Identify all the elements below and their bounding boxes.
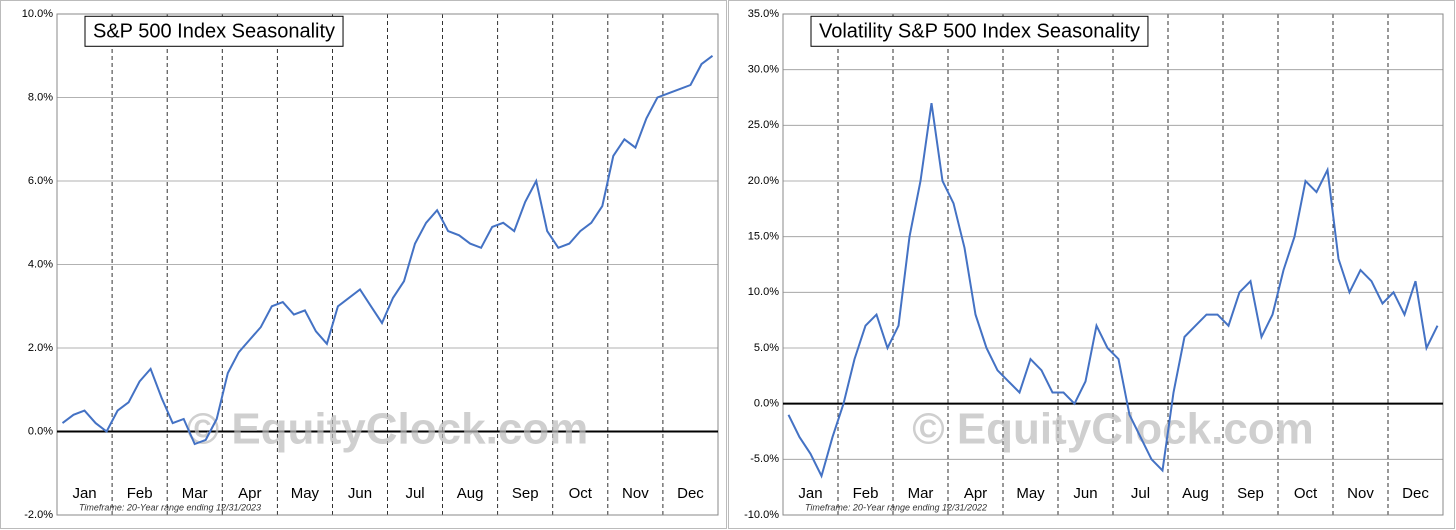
x-tick-label: Jun bbox=[1073, 485, 1097, 502]
footnote: Timeframe: 20-Year range ending 12/31/20… bbox=[79, 502, 261, 512]
data-line bbox=[61, 55, 714, 446]
x-tick-label: Jan bbox=[798, 485, 822, 502]
x-tick-label: Aug bbox=[1182, 485, 1209, 502]
watermark: © EquityClock.com bbox=[187, 405, 589, 454]
title-box bbox=[84, 15, 344, 47]
data-line bbox=[787, 102, 1439, 479]
chart-title: Volatility S&P 500 Index Seasonality bbox=[819, 20, 1140, 42]
x-tick-label: Feb bbox=[127, 485, 153, 502]
x-tick-label: Jan bbox=[72, 485, 96, 502]
x-tick-label: Nov bbox=[1347, 485, 1374, 502]
y-tick-label: 4.0% bbox=[28, 258, 53, 270]
chart-title: S&P 500 Index Seasonality bbox=[93, 20, 335, 42]
y-tick-label: 5.0% bbox=[754, 342, 779, 354]
x-tick-label: Apr bbox=[964, 485, 987, 502]
y-tick-label: 35.0% bbox=[748, 8, 779, 20]
y-tick-label: 30.0% bbox=[748, 64, 779, 76]
y-tick-label: -10.0% bbox=[744, 509, 779, 521]
x-tick-label: Jul bbox=[405, 485, 424, 502]
x-tick-label: Oct bbox=[569, 485, 593, 502]
y-tick-label: 8.0% bbox=[28, 91, 53, 103]
x-tick-label: Dec bbox=[677, 485, 704, 502]
plot-frame bbox=[56, 13, 719, 516]
y-tick-label: 15.0% bbox=[748, 231, 779, 243]
x-tick-label: Mar bbox=[182, 485, 208, 502]
x-tick-label: Apr bbox=[238, 485, 261, 502]
x-tick-label: May bbox=[1016, 485, 1045, 502]
y-tick-label: 25.0% bbox=[748, 119, 779, 131]
panel-border bbox=[0, 0, 727, 529]
y-tick-label: 10.0% bbox=[748, 286, 779, 298]
x-tick-label: Jul bbox=[1131, 485, 1150, 502]
y-tick-label: 0.0% bbox=[754, 398, 779, 410]
x-tick-label: May bbox=[291, 485, 320, 502]
y-tick-label: 6.0% bbox=[28, 175, 53, 187]
x-tick-label: Nov bbox=[622, 485, 649, 502]
watermark: © EquityClock.com bbox=[912, 405, 1314, 454]
y-tick-label: 0.0% bbox=[28, 425, 53, 437]
x-tick-label: Oct bbox=[1294, 485, 1318, 502]
y-tick-label: 10.0% bbox=[22, 8, 53, 20]
x-tick-label: Mar bbox=[908, 485, 934, 502]
y-tick-label: -5.0% bbox=[750, 453, 779, 465]
panel-border bbox=[728, 0, 1455, 529]
x-tick-label: Aug bbox=[457, 485, 484, 502]
x-tick-label: Sep bbox=[512, 485, 539, 502]
footnote: Timeframe: 20-Year range ending 12/31/20… bbox=[805, 502, 987, 512]
title-box bbox=[810, 15, 1149, 47]
y-tick-label: 20.0% bbox=[748, 175, 779, 187]
y-tick-label: -2.0% bbox=[24, 509, 53, 521]
x-tick-label: Jun bbox=[348, 485, 372, 502]
plot-frame bbox=[782, 13, 1444, 516]
x-tick-label: Feb bbox=[853, 485, 879, 502]
x-tick-label: Sep bbox=[1237, 485, 1264, 502]
y-tick-label: 2.0% bbox=[28, 342, 53, 354]
x-tick-label: Dec bbox=[1402, 485, 1429, 502]
